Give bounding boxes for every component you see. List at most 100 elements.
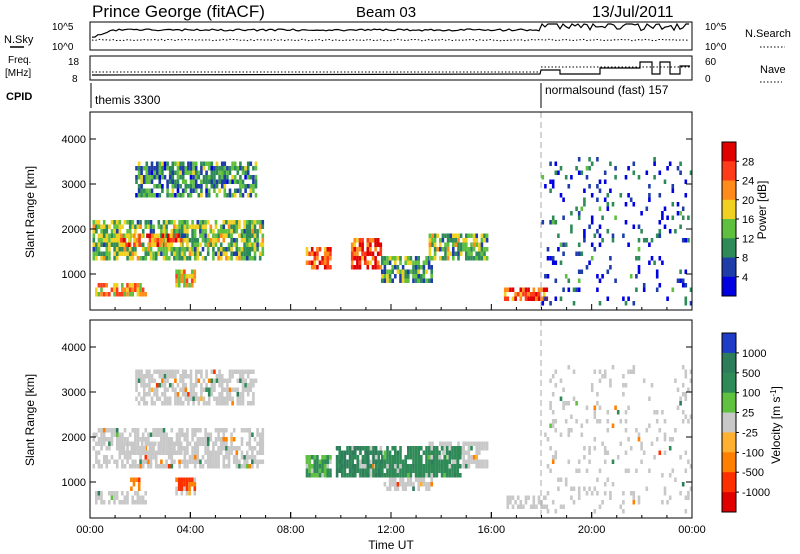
power-cell [92,220,96,225]
power-cell [243,256,246,261]
velocity-cell [354,468,357,473]
power-cell [200,166,203,171]
velocity-cell [149,432,153,437]
velocity-cell [412,468,415,473]
power-cell [598,188,602,193]
velocity-cell [163,369,167,374]
velocity-cell [136,464,140,469]
power-cell [155,170,159,175]
power-cell [95,292,98,297]
velocity-cell [425,459,428,464]
velocity-cell [567,401,571,406]
power-cell [470,233,473,238]
power-cell [169,233,173,238]
power-cell [358,265,362,270]
power-cell [131,256,135,261]
velocity-cell [313,459,317,464]
velocity-cell [144,441,148,446]
power-cell [204,242,207,247]
velocity-cell [624,410,628,415]
velocity-cell [414,450,418,455]
velocity-cell [632,491,636,496]
velocity-cell [640,446,643,451]
velocity-cell [338,455,341,460]
power-cell [428,242,432,247]
power-cell [141,287,145,292]
velocity-cell [160,432,163,437]
velocity-cell [137,378,141,383]
velocity-cell [209,455,213,460]
velocity-cell [559,432,563,437]
velocity-cell [417,459,420,464]
velocity-cell [249,387,253,392]
power-cell [376,265,380,270]
power-cell [261,233,265,238]
velocity-cell [679,491,682,496]
velocity-cell [241,383,245,388]
velocity-cell [212,441,215,446]
velocity-cell [251,446,254,451]
velocity-cell [407,482,410,487]
velocity-cell [425,482,428,487]
power-cell [204,220,207,225]
power-cell [162,224,166,229]
power-cell [431,256,434,261]
velocity-cell [335,473,339,478]
velocity-cell [532,504,536,509]
velocity-cell [157,464,161,469]
velocity-cell [588,459,591,464]
power-cell [614,278,617,283]
power-cell [180,233,184,238]
velocity-cell [663,486,667,491]
velocity-cell [557,486,560,491]
power-cell [353,247,357,252]
power-cell [161,188,164,193]
velocity-cell [166,396,169,401]
velocity-cell [454,459,458,464]
power-cell [243,242,246,247]
power-cell [358,238,362,243]
velocity-cell [180,477,184,482]
velocity-cell [396,482,400,487]
velocity-cell [213,369,216,374]
power-cell [230,220,233,225]
power-cell [214,233,218,238]
power-cell [141,242,145,247]
power-cell [145,166,149,171]
power-cell [201,224,205,229]
velocity-cell [435,459,439,464]
velocity-cell [122,446,126,451]
power-cell [218,188,221,193]
velocity-cell [154,464,158,469]
power-cell [235,247,239,252]
velocity-cell [191,455,194,460]
velocity-cell [356,455,360,460]
power-cell [92,238,96,243]
power-cell [478,256,481,261]
power-cell [444,247,447,252]
power-cell [228,170,232,175]
velocity-cell [506,495,510,500]
power-cell [121,251,124,256]
velocity-cell [616,410,620,415]
power-cell [133,233,136,238]
velocity-cell [192,392,195,397]
velocity-cell [95,441,98,446]
power-cell [681,283,685,288]
power-cell [554,296,558,301]
power-cell [214,224,218,229]
velocity-cell [554,369,558,374]
velocity-cell [575,468,578,473]
velocity-cell [596,477,599,482]
velocity-cell [407,477,410,482]
power-cell [663,206,667,211]
power-cell [430,269,433,274]
velocity-cell [128,432,132,437]
velocity-cell [163,378,167,383]
velocity-cell [213,378,216,383]
velocity-cell [161,383,164,388]
velocity-cell [137,392,141,397]
power-cell [427,278,431,283]
power-cell [97,251,101,256]
power-cell [407,260,410,265]
